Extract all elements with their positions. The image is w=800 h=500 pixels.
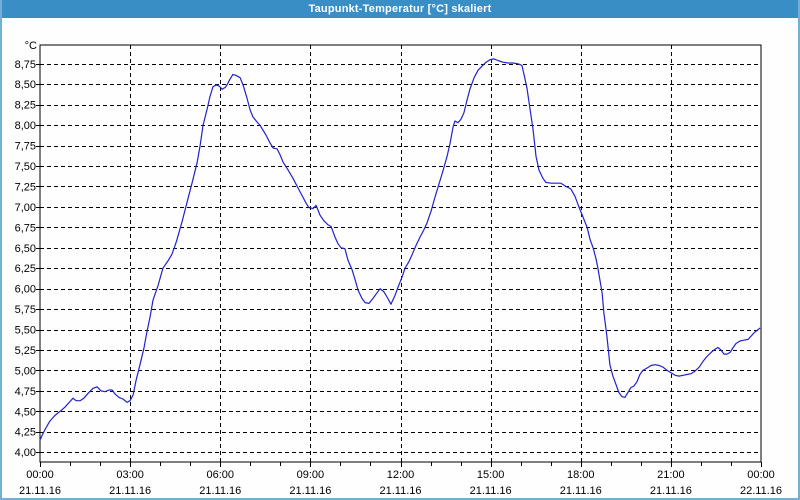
chart-title: Taupunkt-Temperatur [°C] skaliert [308, 3, 492, 15]
y-tick-label: 6,25 [15, 263, 36, 275]
y-tick-label: 5,50 [15, 325, 36, 337]
x-tick-date-label: 22.11.16 [740, 485, 782, 497]
y-tick-label: 8,75 [15, 59, 36, 71]
x-tick-date-label: 21.11.16 [379, 485, 421, 497]
y-tick-label: 4,75 [15, 386, 36, 398]
y-tick-label: 6,00 [15, 284, 36, 296]
x-tick-time-label: 21:00 [657, 469, 685, 481]
chart-plot-area: °C 8,75 8,50 8,25 8,00 7,75 7,50 7,25 7,00 6,75 6… [15, 40, 782, 497]
y-tick-label: 5,75 [15, 304, 36, 316]
x-tick-time-label: 00:00 [26, 469, 54, 481]
x-tick-time-label: 18:00 [567, 469, 595, 481]
series-line [39, 58, 761, 441]
y-tick-label: 4,00 [15, 447, 36, 459]
axes [36, 44, 762, 467]
y-tick-label: 8,25 [15, 100, 36, 112]
y-tick-label: 7,75 [15, 141, 36, 153]
x-tick-date-label: 21.11.16 [470, 485, 512, 497]
x-tick-date-label: 21.11.16 [560, 485, 602, 497]
window-titlebar: Taupunkt-Temperatur [°C] skaliert [2, 0, 798, 18]
data-series [39, 58, 761, 441]
y-tick-label: 5,00 [15, 365, 36, 377]
x-tick-time-label: 03:00 [116, 469, 144, 481]
y-axis-unit-label: °C [25, 40, 37, 52]
x-tick-time-label: 09:00 [297, 469, 325, 481]
plot-frame [39, 44, 762, 463]
x-tick-time-label: 00:00 [747, 469, 775, 481]
x-tick-time-label: 12:00 [387, 469, 415, 481]
y-tick-label: 7,50 [15, 161, 36, 173]
y-tick-label: 7,25 [15, 181, 36, 193]
axis-labels: 8,75 8,50 8,25 8,00 7,75 7,50 7,25 7,00 6,75 6,50… [15, 59, 782, 497]
x-tick-time-label: 15:00 [477, 469, 505, 481]
y-tick-label: 8,00 [15, 120, 36, 132]
y-tick-label: 7,00 [15, 202, 36, 214]
x-tick-date-label: 21.11.16 [109, 485, 151, 497]
y-tick-label: 4,25 [15, 427, 36, 439]
x-tick-date-label: 21.11.16 [289, 485, 331, 497]
x-tick-time-label: 06:00 [206, 469, 234, 481]
y-tick-label: 5,25 [15, 345, 36, 357]
x-tick-date-label: 21.11.16 [650, 485, 692, 497]
y-tick-label: 8,50 [15, 79, 36, 91]
gridlines [40, 45, 761, 462]
y-tick-label: 6,50 [15, 243, 36, 255]
x-tick-date-label: 21.11.16 [199, 485, 241, 497]
y-tick-label: 6,75 [15, 222, 36, 234]
x-tick-date-label: 21.11.16 [19, 485, 61, 497]
y-tick-label: 4,50 [15, 406, 36, 418]
